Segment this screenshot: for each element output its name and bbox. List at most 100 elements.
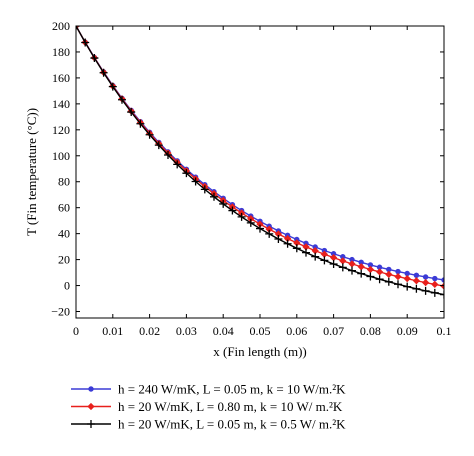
data-point — [375, 275, 384, 284]
data-point — [422, 274, 429, 280]
x-tick-label: 0.04 — [213, 324, 234, 338]
data-point — [246, 218, 255, 227]
data-point — [357, 269, 366, 278]
data-point — [90, 54, 99, 63]
data-point — [430, 288, 439, 297]
data-point — [375, 268, 384, 276]
x-axis-label: x (Fin length (m)) — [213, 344, 307, 359]
data-point — [283, 239, 292, 248]
legend-label: h = 240 W/mK, L = 0.05 m, k = 10 W/m.²K — [118, 382, 346, 397]
legend-item: h = 240 W/mK, L = 0.05 m, k = 10 W/m.²K — [71, 382, 346, 397]
data-point — [191, 177, 200, 186]
data-point — [412, 284, 421, 293]
x-tick-label: 0.1 — [437, 324, 452, 338]
y-tick-label: 0 — [64, 279, 70, 293]
x-tick-label: 0.03 — [176, 324, 197, 338]
data-point — [339, 257, 347, 265]
data-point — [366, 265, 375, 274]
data-point — [431, 280, 439, 289]
data-point — [154, 141, 163, 150]
data-point — [99, 68, 108, 77]
data-point — [366, 272, 375, 281]
series-line — [76, 26, 444, 281]
x-tick-label: 0.07 — [323, 324, 344, 338]
y-tick-label: 180 — [52, 45, 70, 59]
data-point — [441, 277, 444, 283]
x-tick-label: 0.02 — [139, 324, 160, 338]
data-point — [127, 108, 136, 117]
data-point — [432, 275, 438, 282]
data-point — [302, 248, 310, 257]
y-axis: −20 0 20 40 60 80 100 120 140 160 180 200 — [51, 19, 444, 319]
data-point — [108, 82, 117, 91]
data-point — [182, 169, 191, 178]
data-point — [200, 185, 209, 194]
data-point — [385, 270, 393, 279]
legend-item: h = 20 W/mK, L = 0.05 m, k = 0.5 W/ m.²K — [71, 417, 346, 432]
data-point — [320, 256, 329, 265]
legend-item: h = 20 W/mK, L = 0.80 m, k = 10 W/ m.²K — [71, 399, 343, 414]
data-point — [421, 278, 430, 287]
x-axis: 0 0.01 0.02 0.03 0.04 0.05 0.06 0.07 0.08 0.09 0.1 — [73, 26, 452, 338]
x-tick-label: 0.06 — [286, 324, 307, 338]
legend-label: h = 20 W/mK, L = 0.05 m, k = 0.5 W/ m.²K — [118, 417, 346, 432]
y-tick-label: 200 — [52, 19, 70, 33]
data-point — [81, 38, 90, 47]
series-1 — [76, 26, 444, 283]
x-tick-label: 0.05 — [250, 324, 271, 338]
series-layer — [76, 26, 444, 299]
legend-marker — [87, 420, 95, 428]
y-tick-label: 60 — [58, 201, 70, 215]
legend: h = 240 W/mK, L = 0.05 m, k = 10 W/m.²K h… — [71, 382, 346, 432]
data-point — [274, 234, 283, 243]
data-point — [237, 212, 246, 221]
y-axis-label: T (Fin temperature (°C)) — [24, 108, 39, 236]
x-tick-label: 0.01 — [102, 324, 123, 338]
data-point — [357, 263, 365, 271]
series-2 — [76, 26, 444, 290]
data-point — [311, 252, 320, 261]
legend-marker — [87, 402, 95, 411]
data-point — [329, 260, 338, 269]
y-tick-label: 40 — [58, 227, 70, 241]
x-tick-label: 0 — [73, 324, 79, 338]
data-point — [292, 244, 301, 253]
data-point — [265, 229, 274, 238]
y-tick-label: 20 — [58, 253, 70, 267]
data-point — [348, 260, 356, 268]
y-tick-label: 140 — [52, 97, 70, 111]
y-tick-label: −20 — [51, 305, 70, 319]
legend-label: h = 20 W/mK, L = 0.80 m, k = 10 W/ m.²K — [118, 399, 343, 414]
data-point — [348, 266, 356, 275]
data-point — [210, 192, 218, 201]
data-point — [118, 95, 126, 104]
y-tick-label: 80 — [58, 175, 70, 189]
data-point — [403, 282, 412, 291]
y-tick-label: 120 — [52, 123, 70, 137]
data-point — [421, 286, 430, 295]
data-point — [413, 272, 420, 279]
data-point — [173, 160, 182, 169]
x-tick-label: 0.09 — [397, 324, 418, 338]
data-point — [440, 282, 444, 290]
series-3 — [76, 26, 444, 299]
legend-marker — [88, 386, 94, 392]
data-point — [394, 272, 402, 281]
data-point — [219, 199, 228, 208]
x-tick-label: 0.08 — [360, 324, 381, 338]
y-tick-label: 100 — [52, 149, 70, 163]
series-line — [76, 26, 444, 296]
series-line — [76, 26, 444, 287]
data-point — [228, 206, 237, 215]
data-point — [256, 224, 264, 233]
data-point — [403, 275, 411, 283]
data-point — [136, 119, 145, 128]
data-point — [329, 254, 338, 262]
data-point — [338, 263, 347, 272]
data-point — [412, 277, 421, 285]
data-point — [440, 290, 444, 299]
data-point — [145, 130, 154, 139]
y-tick-label: 160 — [52, 71, 70, 85]
data-point — [384, 277, 393, 286]
